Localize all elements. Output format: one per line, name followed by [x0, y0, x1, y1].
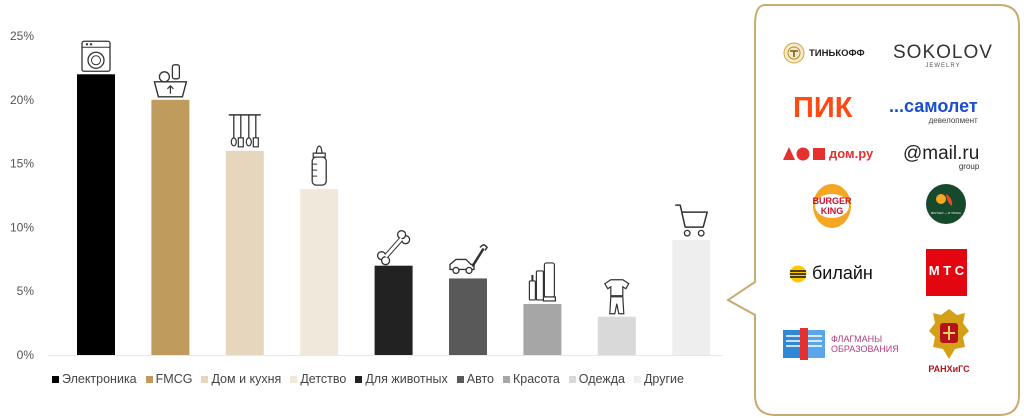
domru-logo: дом.ру [782, 145, 873, 161]
bar-9 [672, 240, 711, 355]
pik-logo: ПИК [793, 92, 853, 124]
mailru-text: @mail.ru [903, 143, 980, 164]
sokolov-subtext: JEWELRY [925, 63, 961, 69]
shopping-cart-icon [675, 204, 708, 237]
legend-swatch [633, 375, 641, 383]
legend-swatch [145, 375, 153, 383]
tinkoff-logo: ТИНЬКОФФ [783, 42, 865, 64]
sokolov-logo: SOKOLOV JEWELRY [893, 42, 993, 69]
burgerking-logo: BURGER KING [812, 183, 852, 234]
tinkoff-emblem-icon [783, 42, 805, 64]
bar-8 [597, 316, 636, 355]
mailru-logo: @mail.ru group [903, 143, 979, 171]
legend-item: Детство [290, 372, 346, 386]
legend-label: Детство [300, 372, 347, 386]
legend-label: FMCG [155, 372, 193, 386]
legend-swatch [52, 375, 59, 383]
bar-5 [374, 265, 413, 355]
beeline-logo: билайн [789, 263, 873, 284]
samolet-subtext: девелопмент [928, 116, 978, 125]
beeline-text: билайн [812, 263, 873, 283]
washing-machine-icon [81, 40, 111, 72]
legend-label: Одежда [578, 372, 625, 386]
bone-icon [376, 230, 411, 266]
cosmetics-icon [528, 262, 557, 302]
legend-item: Другие [633, 372, 684, 386]
samolet-text: ...самолет [889, 96, 978, 116]
flagmany-text-1: ФЛАГМАНЫ [831, 334, 883, 344]
legend-swatch [568, 375, 576, 383]
legend-item: Красота [502, 372, 560, 386]
y-tick-label: 20% [10, 93, 34, 107]
ranepa-text: РАНХиГС [928, 364, 970, 374]
legend-swatch [355, 375, 363, 383]
y-tick-label: 10% [10, 220, 34, 234]
bar-3 [225, 150, 264, 355]
flagmany-text-2: ОБРАЗОВАНИЯ [831, 344, 899, 354]
vkusno-text: ВКУСНО — И ТОЧКА [931, 211, 961, 215]
baby-bottle-icon [311, 145, 327, 186]
legend-label: Электроника [62, 372, 137, 386]
grocery-basket-icon [153, 64, 188, 98]
bar-chart: 0% 5% 10% 15% 20% 25% [10, 29, 722, 362]
sokolov-text: SOKOLOV [893, 42, 993, 63]
vkusno-emblem-icon [926, 184, 966, 224]
samolet-logo: ...самолет девелопмент [889, 96, 978, 125]
bar-1 [77, 74, 115, 355]
legend-label: Красота [512, 372, 560, 386]
legend-label: Другие [643, 372, 684, 386]
bar-6 [449, 278, 487, 355]
legend-swatch [502, 375, 510, 383]
bar-7 [523, 303, 562, 355]
open-book-icon [783, 328, 825, 360]
burgerking-text-2: KING [820, 206, 844, 216]
y-tick-label: 0% [17, 348, 35, 362]
legend-label: Для животных [365, 372, 448, 386]
domru-emblem-icon [783, 147, 825, 161]
legend-item: Одежда [568, 372, 625, 386]
flagmany-logo: ФЛАГМАНЫ ОБРАЗОВАНИЯ [782, 326, 899, 362]
ranepa-emblem-icon [929, 309, 969, 359]
clothes-icon [603, 279, 630, 315]
legend-label: Авто [466, 372, 494, 386]
mts-logo: М Т С [926, 249, 967, 296]
y-tick-label: 25% [10, 29, 34, 43]
mts-text: М Т С [928, 263, 965, 278]
legend-swatch [290, 375, 298, 383]
tinkoff-text: ТИНЬКОФФ [809, 47, 865, 59]
y-tick-label: 5% [17, 284, 35, 298]
mailru-subtext: group [958, 162, 980, 171]
legend-swatch [456, 375, 464, 383]
ranepa-logo: РАНХиГС [927, 307, 971, 374]
car-wrench-icon [449, 244, 488, 275]
legend-item: Для животных [355, 372, 448, 386]
kitchen-utensils-icon [228, 114, 261, 148]
legend-item: FMCG [145, 372, 193, 386]
domru-text: дом.ру [829, 145, 874, 161]
burgerking-text-1: BURGER [812, 196, 852, 206]
bar-2 [151, 99, 190, 355]
bar-4 [300, 189, 339, 355]
vkusno-logo: ВКУСНО — И ТОЧКА [926, 184, 966, 229]
legend-item: Авто [456, 372, 494, 386]
legend-swatch [201, 375, 209, 383]
burgerking-bun-icon [813, 184, 851, 228]
legend-label: Дом и кухня [211, 372, 282, 386]
legend-item: Электроника [52, 372, 137, 386]
y-tick-label: 15% [10, 157, 34, 171]
legend-item: Дом и кухня [201, 372, 281, 386]
chart-legend: Электроника FMCG Дом и кухня Детство Для жив… [52, 372, 684, 386]
beeline-emblem-icon [789, 265, 807, 282]
